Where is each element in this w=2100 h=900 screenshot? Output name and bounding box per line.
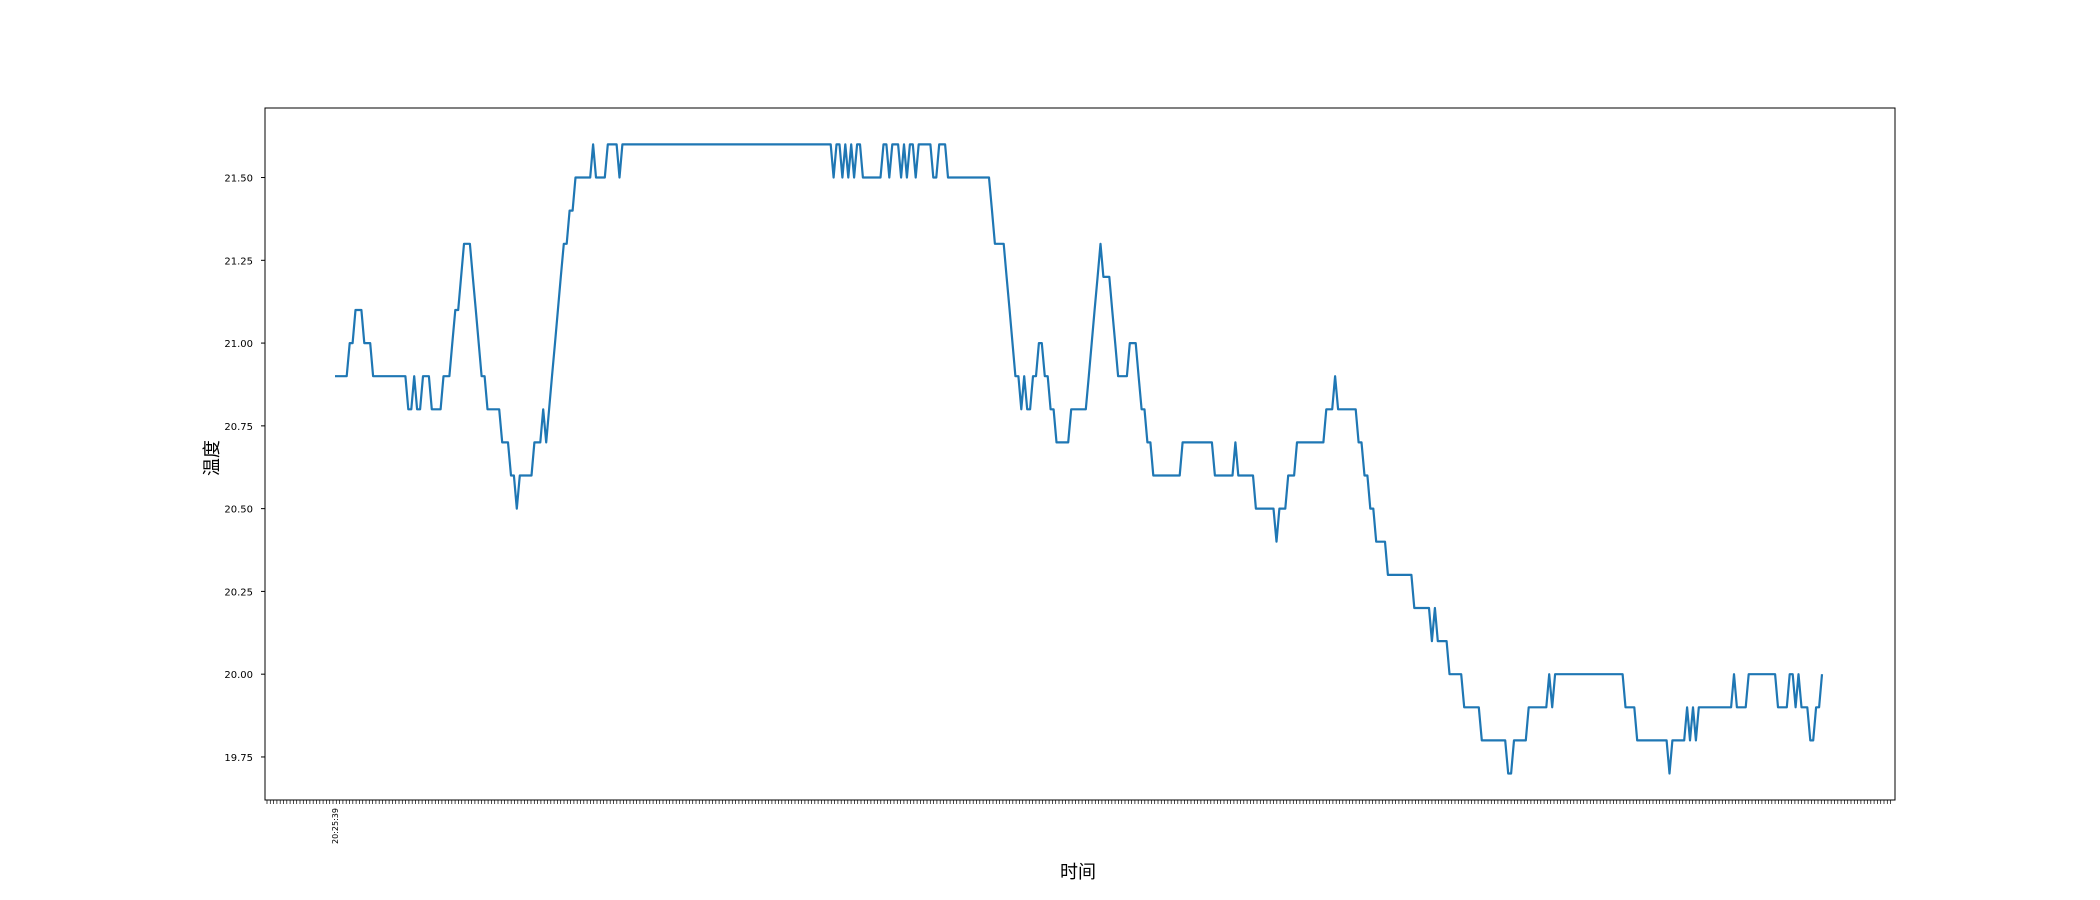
y-tick-label: 20.50: [224, 505, 253, 516]
x-axis-label: 时间: [1060, 862, 1096, 883]
y-tick-label: 19.75: [224, 753, 253, 764]
y-axis-label: 温度: [202, 440, 223, 476]
y-axis: 19.75 20.00 20.25 20.50 20.75 21.00 21.25 21.50: [224, 174, 265, 764]
x-axis: 20:25:39: [266, 800, 1891, 844]
x-tick-label: 20:25:39: [331, 808, 340, 844]
y-tick-label: 20.75: [224, 422, 253, 433]
plot-frame: [264, 107, 1896, 801]
y-tick-label: 20.00: [224, 670, 253, 681]
y-tick-label: 21.25: [224, 256, 253, 267]
y-tick-label: 21.00: [224, 339, 253, 350]
y-tick-label: 20.25: [224, 587, 253, 598]
series-layer: [335, 143, 1824, 775]
y-tick-label: 21.50: [224, 174, 253, 185]
series-line: [335, 143, 1824, 775]
